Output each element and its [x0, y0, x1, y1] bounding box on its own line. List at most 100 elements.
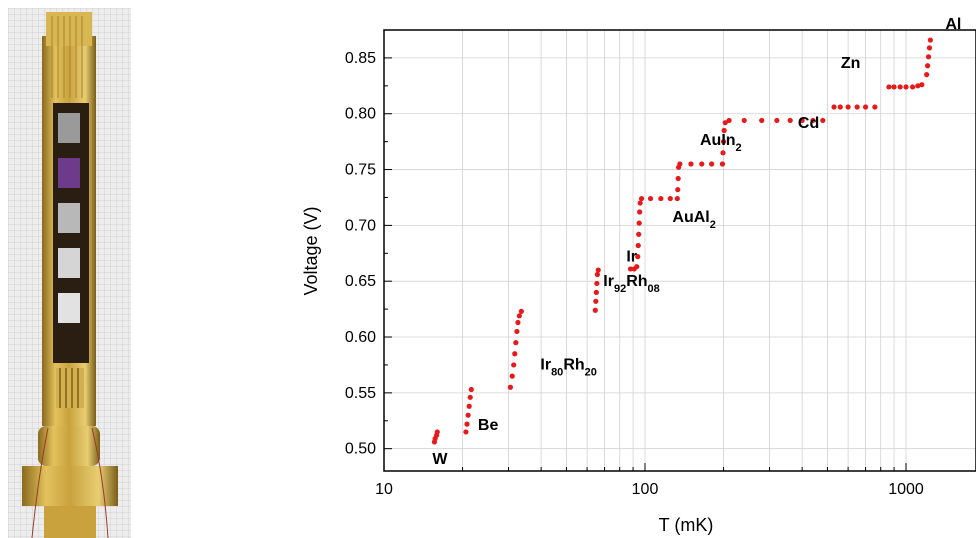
label-main-2: Rh — [563, 356, 584, 373]
data-point — [674, 195, 680, 202]
data-point — [635, 242, 641, 249]
data-point — [862, 104, 869, 110]
data-point — [467, 394, 473, 400]
data-point — [891, 84, 897, 90]
grid-lines — [383, 30, 976, 471]
data-point — [926, 45, 933, 51]
data-point — [845, 104, 851, 110]
data-point — [741, 117, 747, 124]
axis-ticks: 0.50 0.55 0.60 0.65 0.70 0.75 0.80 0.85 10 100 100… — [345, 50, 924, 498]
data-point — [637, 209, 643, 215]
label-al: Al — [945, 16, 961, 33]
x-tick-label: 100 — [632, 481, 659, 498]
plot-frame — [383, 29, 976, 472]
series-ir92rh08 — [592, 267, 601, 313]
label-aual2: AuAl2 — [672, 209, 715, 231]
data-point — [925, 54, 932, 60]
data-point — [593, 298, 599, 304]
label-main: W — [432, 451, 448, 468]
label-auin2: AuIn2 — [700, 132, 742, 154]
x-tick-label: 1000 — [888, 481, 924, 498]
data-point — [637, 200, 643, 206]
series-auin2 — [720, 117, 826, 156]
data-point — [903, 84, 909, 90]
data-point — [464, 421, 470, 427]
data-point — [722, 120, 728, 126]
data-point — [919, 82, 925, 88]
label-ir92rh08: Ir92Rh08 — [603, 273, 660, 295]
data-point — [595, 267, 601, 273]
y-tick-label: 0.75 — [345, 162, 376, 179]
data-point — [594, 271, 600, 278]
data-point — [925, 63, 931, 69]
label-main: Cd — [798, 115, 819, 132]
data-point — [886, 84, 892, 90]
data-point — [466, 403, 472, 409]
data-point — [910, 84, 916, 90]
data-point — [726, 117, 732, 124]
data-point — [675, 187, 681, 193]
y-tick-label: 0.55 — [345, 385, 376, 402]
data-point — [810, 117, 816, 124]
data-point — [721, 127, 727, 134]
data-point — [720, 139, 727, 145]
label-subscript: 2 — [710, 219, 716, 231]
series-al — [924, 37, 933, 78]
series-aual2 — [675, 161, 726, 193]
label-w: W — [432, 451, 448, 468]
data-point — [897, 84, 903, 90]
label-be: Be — [478, 417, 499, 434]
label-subscript: 2 — [736, 142, 742, 154]
label-main: Ir — [540, 356, 551, 373]
label-main: AuIn — [700, 132, 736, 149]
series-w — [431, 429, 440, 445]
data-point — [820, 117, 826, 124]
label-cd: Cd — [798, 115, 819, 132]
data-point — [636, 220, 642, 226]
label-main: Al — [945, 16, 961, 33]
label-main: Zn — [841, 55, 861, 72]
data-point — [515, 319, 521, 326]
y-tick-label: 0.50 — [345, 441, 376, 458]
data-point — [593, 289, 599, 295]
data-point — [667, 195, 673, 202]
data-point — [594, 280, 600, 287]
data-point — [774, 117, 780, 124]
data-point — [592, 307, 598, 313]
data-point — [915, 83, 921, 89]
probe-photo — [8, 8, 131, 538]
y-axis-label: Voltage (V) — [301, 206, 321, 295]
label-main-2: Rh — [626, 273, 647, 290]
data-point — [638, 195, 645, 202]
data-point — [675, 175, 681, 182]
data-point — [709, 161, 715, 167]
data-point — [516, 313, 522, 319]
data-point — [518, 308, 524, 314]
data-point — [509, 373, 515, 379]
label-main: AuAl — [672, 209, 709, 226]
data-point — [837, 104, 843, 110]
label-subscript-2: 20 — [585, 366, 597, 378]
data-point — [658, 195, 664, 202]
data-point — [512, 351, 518, 357]
data-point — [927, 37, 933, 43]
data-point — [647, 195, 654, 202]
data-point — [872, 104, 878, 110]
x-axis-label: T (mK) — [659, 515, 714, 535]
data-point — [924, 72, 930, 78]
series-cd — [831, 104, 878, 110]
data-point — [635, 254, 641, 260]
series-ir — [627, 195, 680, 272]
data-point — [854, 104, 860, 110]
y-tick-label: 0.80 — [345, 106, 376, 123]
data-point — [634, 264, 640, 270]
label-ir80rh20: Ir80Rh20 — [540, 356, 597, 378]
data-point — [513, 340, 519, 346]
data-point — [677, 161, 683, 167]
data-point — [463, 429, 469, 435]
data-point — [468, 386, 474, 393]
data-point — [799, 117, 805, 124]
series-ir80rh20 — [507, 308, 524, 390]
